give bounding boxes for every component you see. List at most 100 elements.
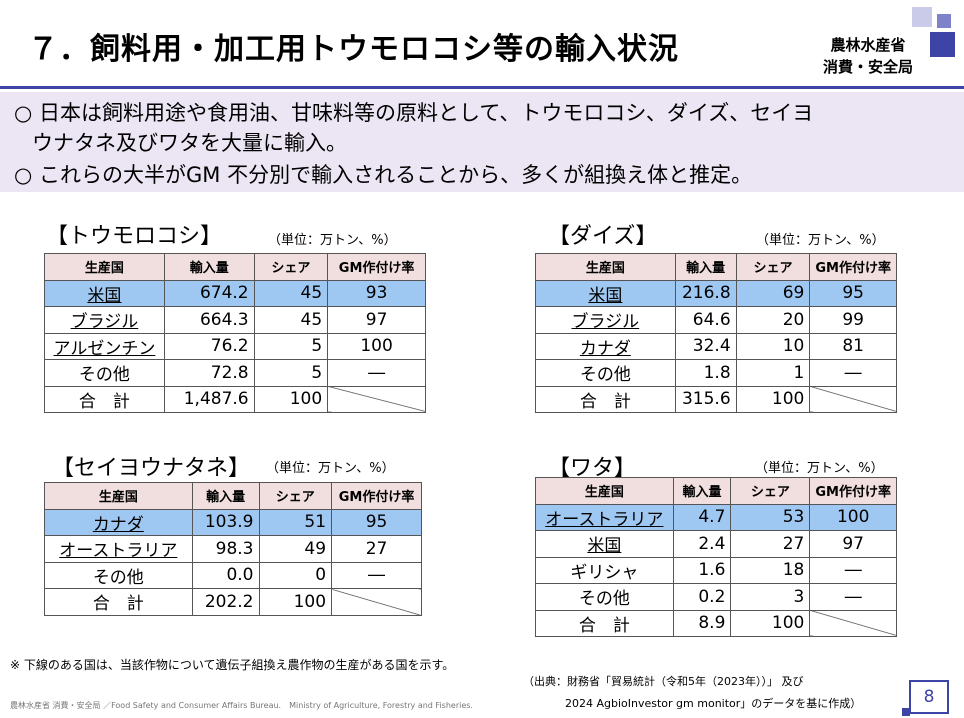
empty-diagonal-cell: [327, 385, 426, 413]
gm-cell: ―: [809, 556, 897, 584]
soy-unit-label: （単位：万トン、%）: [756, 233, 885, 248]
header-gm: GM作付け率: [809, 253, 897, 281]
table-header-row: 生産国 輸入量 シェア GM作付け率: [44, 253, 426, 281]
header-import: 輸入量: [163, 253, 255, 281]
country-cell: 米国: [535, 279, 676, 307]
share-cell: 5: [253, 359, 329, 387]
table-row: アルゼンチン 76.2 5 100: [44, 332, 426, 360]
share-cell: 49: [258, 535, 333, 563]
import-cell: 8.9: [672, 609, 732, 637]
import-cell: 0.0: [191, 561, 260, 589]
soy-import-table: 生産国 輸入量 シェア GM作付け率 米国 216.8 69 95 ブラジル 6…: [535, 253, 897, 413]
header-country: 生産国: [44, 482, 193, 510]
underline-note: ※ 下線のある国は、当該作物について遺伝子組換え農作物の生産がある国を示す。: [10, 658, 455, 672]
country-cell: カナダ: [44, 508, 193, 536]
total-label-cell: 合 計: [535, 385, 676, 413]
header-import: 輸入量: [674, 253, 737, 281]
total-label-cell: 合 計: [44, 385, 165, 413]
import-cell: 1.6: [672, 556, 732, 584]
page-number: 8: [909, 680, 949, 714]
import-cell: 32.4: [674, 332, 737, 360]
country-cell: その他: [535, 583, 674, 611]
header-share: シェア: [730, 477, 811, 505]
header-share: シェア: [735, 253, 811, 281]
gm-cell: 93: [327, 279, 426, 307]
import-cell: 1.8: [674, 359, 737, 387]
table-row: 米国 674.2 45 93: [44, 279, 426, 307]
table-row: ブラジル 664.3 45 97: [44, 306, 426, 334]
share-cell: 3: [730, 583, 811, 611]
gm-cell: ―: [327, 359, 426, 387]
import-cell: 64.6: [674, 306, 737, 334]
share-cell: 27: [730, 530, 811, 558]
share-cell: 20: [735, 306, 811, 334]
rapeseed-section-title: 【セイヨウナタネ】: [52, 456, 251, 481]
decorative-square: [937, 14, 951, 28]
decorative-square: [902, 708, 910, 716]
share-cell: 45: [253, 279, 329, 307]
gm-cell: 95: [331, 508, 422, 536]
cotton-section-title: 【ワタ】: [548, 456, 637, 481]
table-row: カナダ 32.4 10 81: [535, 332, 897, 360]
table-header-row: 生産国 輸入量 シェア GM作付け率: [535, 477, 897, 505]
country-cell: 米国: [535, 530, 674, 558]
decorative-square: [912, 7, 932, 27]
table-header-row: 生産国 輸入量 シェア GM作付け率: [44, 482, 422, 510]
gm-cell: 27: [331, 535, 422, 563]
gm-cell: 100: [809, 503, 897, 531]
corn-unit-label: （単位：万トン、%）: [268, 233, 397, 248]
country-cell: カナダ: [535, 332, 676, 360]
share-cell: 100: [258, 588, 333, 616]
share-cell: 53: [730, 503, 811, 531]
gm-cell: ―: [809, 583, 897, 611]
empty-diagonal-cell: [331, 588, 422, 616]
country-cell: その他: [535, 359, 676, 387]
table-row: オーストラリア 98.3 49 27: [44, 535, 422, 563]
import-cell: 315.6: [674, 385, 737, 413]
header-share: シェア: [253, 253, 329, 281]
rapeseed-import-table: 生産国 輸入量 シェア GM作付け率 カナダ 103.9 51 95 オーストラ…: [44, 482, 422, 616]
import-cell: 2.4: [672, 530, 732, 558]
total-label-cell: 合 計: [535, 609, 674, 637]
table-row: ギリシャ 1.6 18 ―: [535, 556, 897, 584]
table-total-row: 合 計 1,487.6 100: [44, 385, 426, 413]
footer-text: 農林水産省 消費・安全局 ／Food Safety and Consumer A…: [10, 701, 473, 710]
header-gm: GM作付け率: [331, 482, 422, 510]
table-total-row: 合 計 8.9 100: [535, 609, 897, 637]
gm-cell: ―: [331, 561, 422, 589]
import-cell: 674.2: [163, 279, 255, 307]
header-country: 生産国: [535, 253, 676, 281]
import-cell: 202.2: [191, 588, 260, 616]
country-cell: ブラジル: [44, 306, 165, 334]
rapeseed-unit-label: （単位：万トン、%）: [266, 461, 395, 476]
table-row: ブラジル 64.6 20 99: [535, 306, 897, 334]
share-cell: 69: [735, 279, 811, 307]
total-label-cell: 合 計: [44, 588, 193, 616]
share-cell: 45: [253, 306, 329, 334]
soy-section-title: 【ダイズ】: [548, 224, 658, 249]
country-cell: アルゼンチン: [44, 332, 165, 360]
gm-cell: 95: [809, 279, 897, 307]
table-row: オーストラリア 4.7 53 100: [535, 503, 897, 531]
share-cell: 100: [735, 385, 811, 413]
cotton-unit-label: （単位：万トン、%）: [755, 461, 884, 476]
import-cell: 216.8: [674, 279, 737, 307]
gm-cell: 99: [809, 306, 897, 334]
ministry-name: 農林水産省: [830, 36, 906, 54]
table-row: その他 0.0 0 ―: [44, 561, 422, 589]
source-citation-line-2: 2024 AgbioInvestor gm monitor」のデータを基に作成）: [565, 697, 862, 710]
gm-cell: 97: [809, 530, 897, 558]
table-row: 米国 216.8 69 95: [535, 279, 897, 307]
import-cell: 72.8: [163, 359, 255, 387]
header-gm: GM作付け率: [327, 253, 426, 281]
table-row: その他 0.2 3 ―: [535, 583, 897, 611]
country-cell: オーストラリア: [535, 503, 674, 531]
share-cell: 0: [258, 561, 333, 589]
summary-box: [0, 92, 964, 192]
bureau-name: 消費・安全局: [822, 58, 913, 76]
import-cell: 76.2: [163, 332, 255, 360]
gm-cell: 100: [327, 332, 426, 360]
table-row: その他 1.8 1 ―: [535, 359, 897, 387]
empty-diagonal-cell: [809, 385, 897, 413]
page-title: ７．飼料用・加工用トウモロコシ等の輸入状況: [28, 32, 679, 67]
